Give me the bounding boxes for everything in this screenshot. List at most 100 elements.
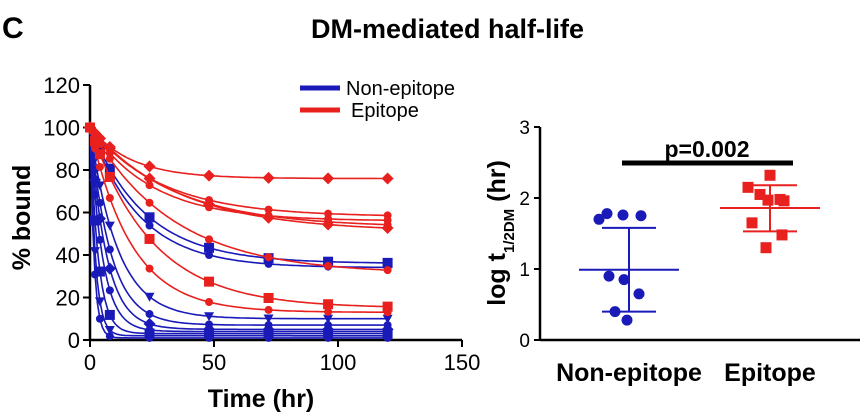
data-point (105, 154, 114, 163)
data-point (204, 242, 215, 253)
data-point (776, 229, 788, 241)
data-point (262, 171, 275, 184)
data-point (609, 306, 621, 318)
panel-label: C (2, 12, 24, 45)
data-point (264, 259, 273, 268)
data-point (89, 136, 100, 147)
y-tick-label: 0 (68, 328, 80, 353)
data-point (603, 270, 615, 282)
data-point (322, 218, 335, 231)
category-label: Epitope (724, 359, 816, 387)
data-point (144, 292, 155, 302)
data-point (89, 215, 100, 226)
x-axis-label: Time (hr) (208, 385, 315, 413)
data-point (205, 333, 214, 342)
data-point (145, 221, 154, 230)
y-tick-label: 100 (43, 116, 80, 141)
data-point (382, 301, 393, 312)
data-point (324, 333, 333, 342)
y-tick-label: 0 (519, 331, 530, 352)
data-point (205, 251, 214, 260)
data-point (90, 144, 99, 153)
data-point (633, 288, 645, 300)
data-point (105, 332, 114, 341)
y-axis-label-main: log t (483, 252, 511, 305)
data-point (94, 149, 105, 160)
data-point (264, 333, 273, 342)
p-value-annotation: p=0.002 (664, 136, 749, 162)
data-point (742, 181, 754, 193)
fit-curve (89, 127, 388, 326)
y-tick-label: 3 (519, 118, 530, 139)
fit-curve (89, 127, 388, 333)
fit-curve (89, 127, 388, 313)
data-point (104, 221, 115, 231)
data-point (264, 305, 273, 314)
data-point (383, 266, 392, 275)
legend-entry: Non-epitope (346, 78, 455, 100)
data-point (94, 266, 105, 277)
data-point (264, 253, 273, 262)
data-point (324, 261, 333, 270)
data-point (322, 172, 335, 185)
data-point (262, 211, 275, 224)
data-point (323, 299, 334, 310)
data-point (145, 310, 154, 319)
fit-curve (89, 127, 388, 337)
data-point (621, 314, 633, 326)
data-point (143, 317, 156, 330)
data-point (264, 205, 273, 214)
category-label: Non-epitope (556, 359, 702, 387)
fit-curve (89, 127, 388, 335)
data-point (778, 195, 790, 207)
fit-curve (89, 127, 388, 331)
fit-curve (89, 127, 388, 264)
fit-curve (89, 126, 388, 180)
data-point (103, 262, 116, 275)
data-point (145, 198, 154, 207)
y-axis-label-subscript: 1/2DM (501, 209, 518, 253)
data-point (754, 188, 766, 200)
data-point (144, 212, 155, 223)
data-point (145, 333, 154, 342)
data-point (617, 209, 629, 221)
data-point (145, 181, 154, 190)
data-point (95, 162, 104, 171)
data-point (764, 169, 776, 181)
data-point (145, 264, 154, 273)
data-point (381, 172, 394, 185)
fit-curve (89, 127, 388, 271)
data-point (762, 194, 774, 206)
data-point (104, 163, 115, 174)
data-point (205, 235, 214, 244)
fit-curve (89, 127, 388, 320)
data-point (263, 314, 274, 324)
y-tick-label: 40 (56, 243, 80, 268)
y-tick-label: 80 (56, 158, 80, 183)
data-point (95, 235, 104, 244)
data-point (383, 308, 392, 317)
data-point (103, 142, 116, 155)
data-point (760, 242, 772, 254)
data-point (104, 171, 115, 182)
data-point (205, 297, 214, 306)
data-point (104, 309, 115, 320)
data-point (323, 314, 334, 324)
data-point (95, 314, 104, 323)
data-point (89, 247, 100, 257)
data-point (143, 160, 156, 173)
fit-curve (89, 127, 388, 308)
x-tick-label: 0 (84, 350, 96, 375)
y-axis-label: % bound (8, 165, 36, 271)
figure-title: DM-mediated half-life (310, 14, 585, 44)
data-point (381, 222, 394, 235)
y-axis-label-unit: (hr) (483, 160, 511, 209)
x-tick-label: 50 (202, 350, 226, 375)
data-point (593, 213, 605, 225)
data-point (105, 286, 114, 295)
data-point (635, 210, 647, 222)
data-point (382, 257, 393, 268)
fit-curve (89, 127, 388, 269)
x-tick-label: 150 (444, 350, 481, 375)
y-tick-label: 120 (43, 73, 80, 98)
